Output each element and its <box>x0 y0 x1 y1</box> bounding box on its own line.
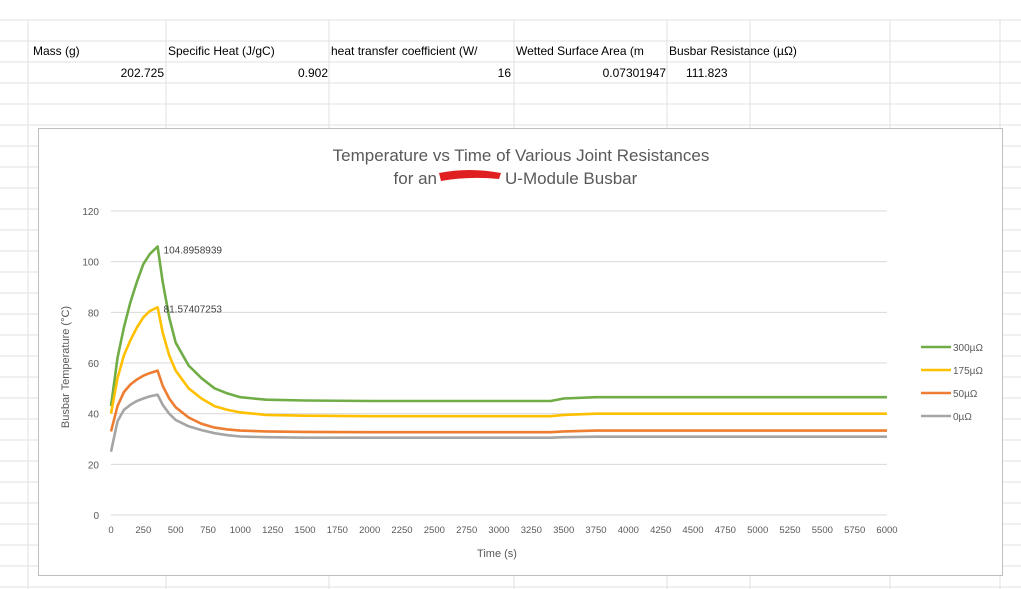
x-tick-label: 250 <box>135 525 151 536</box>
data-label: 81.57407253 <box>164 304 223 315</box>
value-specific-heat[interactable]: 0.902 <box>297 66 328 80</box>
x-tick-label: 750 <box>200 525 216 536</box>
x-tick-label: 3500 <box>553 525 574 536</box>
y-tick-label: 40 <box>88 410 100 421</box>
x-tick-label: 0 <box>108 525 113 536</box>
x-tick-label: 2250 <box>391 525 412 536</box>
data-label: 104.8958939 <box>164 245 223 256</box>
series-line <box>109 245 887 407</box>
x-tick-label: 5750 <box>844 525 865 536</box>
x-tick-label: 4000 <box>618 525 639 536</box>
header-specific-heat[interactable]: Specific Heat (J/gC) <box>168 44 275 58</box>
chart-title-line2-suffix: U-Module Busbar <box>505 169 638 188</box>
x-tick-label: 1750 <box>327 525 348 536</box>
value-mass[interactable]: 202.725 <box>120 66 164 80</box>
chart-title-line1: Temperature vs Time of Various Joint Res… <box>333 146 710 165</box>
x-tick-label: 2000 <box>359 525 380 536</box>
y-tick-label: 20 <box>88 460 100 471</box>
legend-label: 175µΩ <box>953 366 983 377</box>
legend: 300µΩ 175µΩ 50µΩ 0µΩ <box>921 343 983 423</box>
x-tick-label: 3250 <box>521 525 542 536</box>
x-tick-label: 1000 <box>230 525 251 536</box>
legend-label: 50µΩ <box>953 389 978 400</box>
x-tick-label: 1250 <box>262 525 283 536</box>
y-tick-label: 100 <box>82 258 99 269</box>
value-wetted-surface-area[interactable]: 0.07301947 <box>602 66 666 80</box>
line-chart: Temperature vs Time of Various Joint Res… <box>60 146 983 560</box>
x-tick-label: 5250 <box>779 525 800 536</box>
value-busbar-resistance[interactable]: 111.823 <box>686 66 728 80</box>
value-heat-transfer-coefficient[interactable]: 16 <box>497 66 511 80</box>
x-tick-label: 4750 <box>715 525 736 536</box>
header-heat-transfer-coefficient[interactable]: heat transfer coefficient (W/ <box>331 44 478 58</box>
x-tick-label: 500 <box>168 525 184 536</box>
chart-title-line2-prefix: for an <box>394 169 437 188</box>
y-tick-label: 60 <box>88 359 100 370</box>
legend-label: 0µΩ <box>953 412 972 423</box>
x-tick-label: 4500 <box>682 525 703 536</box>
legend-label: 300µΩ <box>953 343 983 354</box>
chart-area[interactable]: Temperature vs Time of Various Joint Res… <box>38 128 1003 576</box>
y-tick-label: 120 <box>82 207 99 218</box>
series-line <box>109 393 887 452</box>
x-tick-label: 4250 <box>650 525 671 536</box>
x-tick-label: 3750 <box>585 525 606 536</box>
y-tick-label: 80 <box>88 308 100 319</box>
x-axis-label: Time (s) <box>477 548 517 560</box>
header-wetted-surface-area[interactable]: Wetted Surface Area (m <box>516 44 644 58</box>
gridlines <box>111 210 887 516</box>
series-line <box>109 369 887 434</box>
x-tick-label: 6000 <box>876 525 897 536</box>
x-tick-label: 1500 <box>294 525 315 536</box>
series-lines <box>109 245 887 452</box>
x-axis-ticks: 0 250 500 750 1000 1250 1500 1750 2000 2250 2500 27… <box>108 525 897 536</box>
x-tick-label: 2500 <box>424 525 445 536</box>
series-line <box>109 306 887 418</box>
x-tick-label: 5000 <box>747 525 768 536</box>
y-axis-label: Busbar Temperature (°C) <box>60 306 72 428</box>
x-tick-label: 2750 <box>456 525 477 536</box>
x-tick-label: 5500 <box>812 525 833 536</box>
annotations: 104.8958939 81.57407253 <box>164 245 223 315</box>
y-axis-ticks: 0 20 40 60 80 100 120 <box>82 207 99 522</box>
header-busbar-resistance[interactable]: Busbar Resistance (µΩ) <box>669 44 797 58</box>
y-tick-label: 0 <box>93 511 99 522</box>
x-tick-label: 3000 <box>488 525 509 536</box>
redaction-mark <box>439 170 501 181</box>
header-mass[interactable]: Mass (g) <box>33 44 80 58</box>
